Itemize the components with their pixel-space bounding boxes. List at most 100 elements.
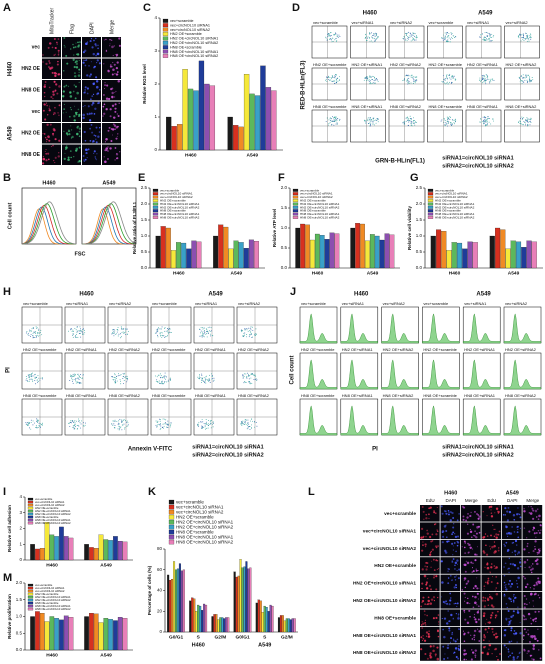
cell-signal [505,617,508,621]
cell-signal [445,600,448,603]
event-dot [126,425,128,427]
event-dot [370,125,371,127]
cell-signal [465,659,467,661]
micrograph [440,626,461,644]
event-dot [249,429,251,431]
bar [247,568,250,633]
label: vec+scramble [300,188,319,192]
event-dot [486,117,488,119]
event-dot [202,421,204,423]
cell-signal [110,65,113,68]
bar [191,597,194,633]
cell-signal [507,548,510,552]
cell-cycle-histogram [463,405,501,436]
cell-signal [454,602,457,605]
cell-signal [454,579,457,581]
label: vec+siRNA1 [342,301,365,306]
event-dot [114,420,116,422]
event-dot [80,328,81,330]
cell-signal [477,525,480,528]
event-dot [403,78,405,80]
event-dot [335,74,337,76]
event-dot [34,336,36,338]
event-dot [209,423,211,425]
cell-signal [508,640,511,644]
cell-signal [77,44,81,47]
cell-signal [41,162,45,165]
event-dot [446,116,448,118]
event-dot [414,76,416,78]
cell-signal [508,510,512,514]
event-dot [82,422,84,424]
event-dot [529,81,531,83]
cell-signal [436,596,439,599]
cell-signal [96,59,99,62]
bar [219,617,222,633]
bar [189,600,192,633]
label: Cell count [7,203,13,230]
event-dot [525,38,527,40]
event-dot [365,77,367,79]
legend-swatch [168,509,175,515]
event-dot [530,79,532,81]
cell-signal [74,75,77,78]
event-dot [412,33,414,35]
event-dot [335,118,337,120]
event-dot [112,331,114,333]
bar [93,613,99,651]
event-dot [520,80,522,82]
label: 4 [154,15,157,20]
event-dot [251,336,253,338]
event-dot [159,333,161,335]
bar [238,126,244,151]
event-dot [206,427,208,429]
event-dot [241,424,243,426]
event-dot [31,375,32,377]
label: vec+circNOL10 siRNA1 [35,500,65,504]
cell-signal [75,53,78,55]
event-dot [118,420,120,422]
cell-signal [495,566,498,569]
cell-signal [531,567,534,570]
cell-signal [451,511,454,515]
cell-signal [520,558,522,560]
event-dot [198,378,200,380]
event-dot [370,119,372,121]
event-dot [371,82,373,84]
cell-signal [89,73,93,76]
event-dot [334,76,336,77]
event-dot [249,330,251,332]
event-dot [26,424,28,426]
cell-signal [104,149,107,152]
event-dot [199,328,201,330]
cell-signal [493,545,496,548]
event-dot [76,380,78,382]
event-dot [121,419,123,421]
legend-swatch [27,509,34,513]
cell-signal [420,636,423,639]
event-dot [330,117,332,119]
label: vec+scramble [435,188,454,192]
event-dot [325,37,327,39]
event-dot [113,330,115,332]
cell-signal [70,109,72,111]
event-dot [325,36,327,38]
panel-letter: G [410,172,419,184]
cell-signal [76,91,79,95]
cell-signal [495,592,499,596]
event-dot [70,328,72,330]
cell-signal [433,569,436,571]
event-dot [486,38,487,40]
event-dot [161,332,163,334]
cell-signal [456,569,458,572]
event-dot [28,376,30,378]
cell-signal [95,45,97,47]
cell-signal [516,513,519,516]
cell-signal [93,39,95,42]
cell-signal [456,544,459,547]
event-dot [244,332,246,334]
event-dot [34,380,36,381]
cell-signal [517,576,520,580]
cell-signal [486,582,489,585]
event-dot [335,38,337,39]
